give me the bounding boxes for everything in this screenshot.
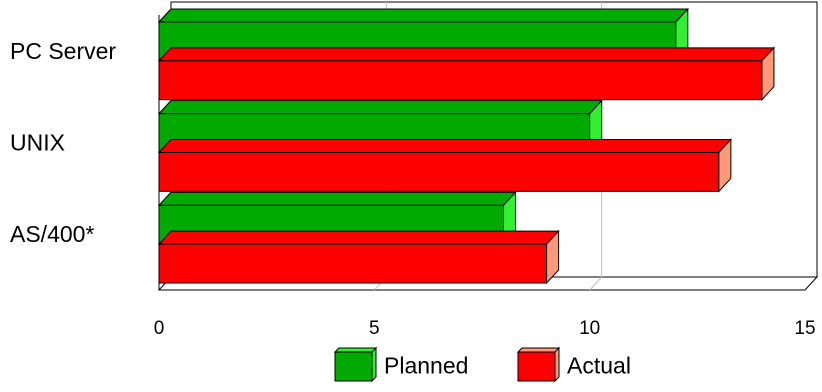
legend-swatch — [334, 351, 373, 382]
legend-swatch-side — [371, 346, 377, 383]
bars — [157, 7, 776, 285]
bar-side-face — [718, 138, 732, 193]
category-label: UNIX — [10, 130, 65, 156]
x-tick-label: 10 — [579, 318, 600, 339]
category-label: PC Server — [10, 38, 116, 64]
bar — [158, 152, 720, 192]
gridline-floor — [589, 276, 603, 291]
bar-top-face — [157, 47, 776, 62]
legend-swatch-top — [333, 347, 378, 353]
x-tick-label: 5 — [369, 318, 380, 339]
category-labels: PC Server UNIX AS/400* — [10, 38, 116, 247]
x-tick-label: 0 — [154, 318, 165, 339]
bar-top-face — [157, 100, 603, 115]
bar-side-face — [761, 46, 775, 101]
legend-swatch-top — [516, 347, 561, 353]
bar-top-face — [157, 139, 733, 153]
bar — [158, 243, 548, 284]
legend: Planned Actual — [333, 346, 631, 383]
legend-swatch — [517, 351, 556, 382]
x-tick-label: 15 — [794, 318, 815, 339]
bar — [158, 60, 763, 101]
x-axis-ticks: 0 5 10 15 — [154, 318, 816, 339]
bar-top-face — [157, 8, 689, 23]
legend-swatch-side — [554, 346, 560, 383]
bar-top-face — [157, 230, 560, 245]
bar-side-face — [546, 229, 560, 285]
category-label: AS/400* — [10, 221, 94, 247]
legend-label: Planned — [384, 353, 468, 379]
bar-top-face — [157, 191, 517, 206]
legend-label: Actual — [567, 353, 631, 379]
